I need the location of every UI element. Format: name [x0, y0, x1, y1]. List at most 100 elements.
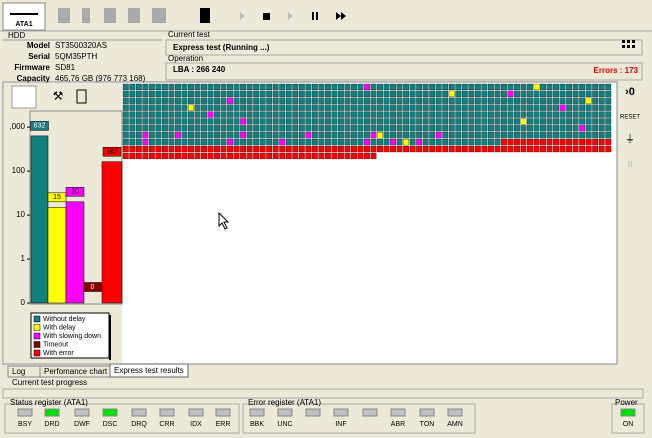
block — [435, 139, 442, 146]
grid-icon[interactable] — [622, 40, 635, 48]
block — [344, 152, 351, 160]
block — [148, 90, 155, 97]
block — [324, 139, 331, 146]
led — [188, 408, 204, 417]
block — [344, 90, 351, 97]
block — [233, 90, 240, 97]
block — [553, 145, 559, 153]
block — [585, 118, 592, 125]
block — [324, 97, 331, 104]
block — [279, 90, 286, 97]
block — [364, 139, 370, 146]
block — [318, 83, 325, 91]
tab-label[interactable]: Perfomance chart — [44, 367, 108, 376]
block — [259, 104, 266, 111]
block — [572, 145, 579, 153]
legend-label: With slowing down — [43, 333, 101, 340]
block — [468, 111, 475, 118]
block — [461, 132, 468, 139]
led-label: ABR — [391, 421, 405, 428]
field-value: SD81 — [55, 63, 76, 72]
block — [240, 97, 247, 104]
tab-active[interactable] — [109, 363, 189, 378]
block — [474, 145, 481, 153]
block — [507, 118, 514, 125]
block — [357, 118, 364, 125]
side-tools[interactable]: ›0 RESET ⏚ II — [620, 86, 640, 169]
block — [566, 118, 573, 125]
block — [305, 118, 312, 125]
block — [501, 118, 507, 125]
block — [135, 145, 142, 153]
block — [305, 97, 312, 104]
block — [233, 152, 240, 160]
block — [396, 90, 403, 97]
block — [390, 111, 396, 118]
block — [572, 118, 579, 125]
block — [259, 152, 266, 160]
block — [142, 145, 149, 153]
y-tick-label: 1 — [21, 254, 26, 263]
block — [148, 139, 155, 146]
block — [214, 145, 220, 153]
block — [422, 145, 429, 153]
block — [168, 139, 175, 146]
block — [246, 132, 253, 139]
block — [175, 145, 181, 153]
block — [311, 132, 318, 139]
block — [396, 118, 403, 125]
block — [592, 145, 599, 153]
block — [344, 139, 351, 146]
block — [494, 125, 501, 132]
block — [311, 83, 318, 91]
led-label: DSC — [103, 421, 118, 428]
led-label: BSY — [18, 421, 32, 428]
block — [429, 90, 436, 97]
block — [527, 83, 533, 91]
block — [533, 90, 540, 97]
block — [240, 139, 247, 146]
device-button[interactable] — [2, 2, 46, 31]
block — [266, 145, 273, 153]
block — [553, 97, 559, 104]
block — [474, 83, 481, 91]
block — [559, 145, 566, 153]
block — [540, 145, 546, 153]
block — [448, 111, 455, 118]
block — [266, 139, 273, 146]
block — [201, 145, 207, 153]
chart-tool[interactable] — [76, 89, 87, 104]
chart-tool[interactable]: ⚒ — [53, 89, 64, 103]
block — [377, 145, 383, 153]
chart-tool[interactable] — [11, 85, 37, 109]
block — [129, 118, 136, 125]
block — [188, 152, 194, 160]
block — [266, 83, 273, 91]
block — [331, 132, 338, 139]
block — [527, 132, 533, 139]
block — [324, 132, 331, 139]
block — [298, 145, 305, 153]
block — [201, 125, 207, 132]
block — [122, 90, 129, 97]
block — [194, 125, 201, 132]
block — [259, 145, 266, 153]
block — [605, 125, 612, 132]
block — [220, 97, 227, 104]
block — [468, 104, 475, 111]
block — [422, 118, 429, 125]
block — [442, 132, 449, 139]
block — [559, 90, 566, 97]
led — [447, 408, 463, 417]
toolbar-icons — [58, 8, 346, 23]
block — [194, 83, 201, 91]
block — [422, 125, 429, 132]
tab-label[interactable]: Express test results — [114, 366, 184, 375]
block — [416, 145, 423, 153]
block — [396, 97, 403, 104]
tab-label[interactable]: Log — [12, 367, 25, 376]
block — [481, 83, 488, 91]
block — [429, 132, 436, 139]
block — [598, 118, 605, 125]
block — [598, 111, 605, 118]
